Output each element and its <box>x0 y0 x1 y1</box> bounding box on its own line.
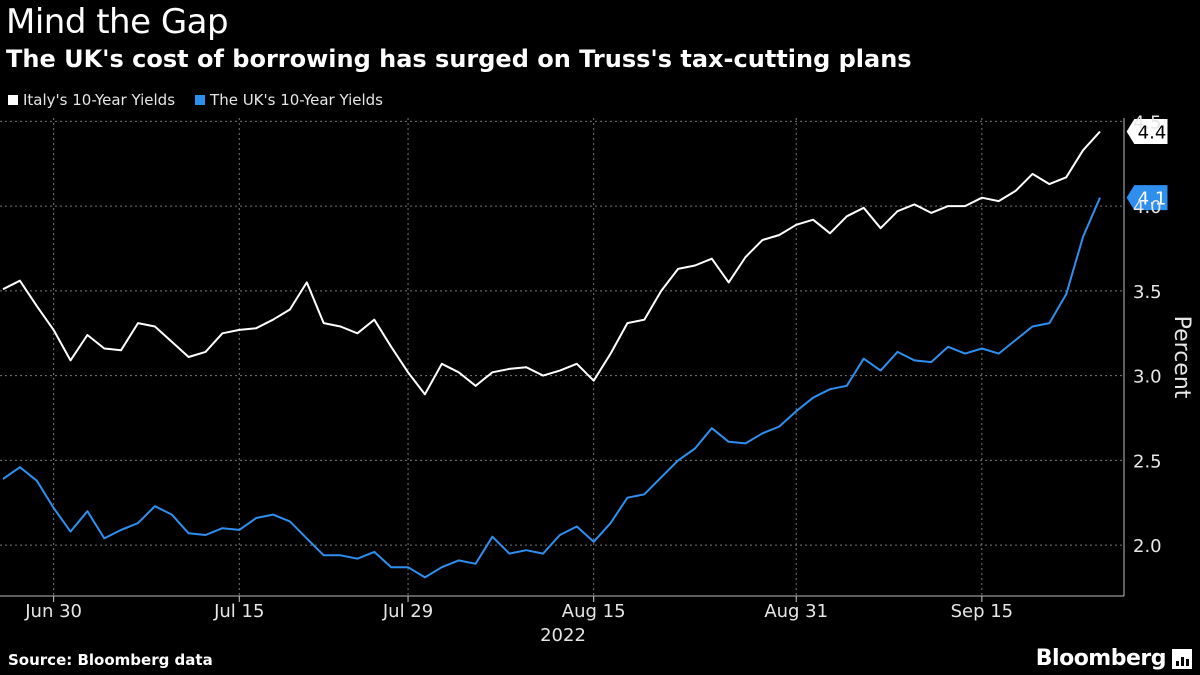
y-axis-title: Percent <box>1169 316 1194 399</box>
legend-swatch-italy <box>8 95 18 105</box>
series-line-uk <box>2 197 1101 579</box>
end-label-italy: 4.4 <box>1125 118 1169 146</box>
legend-swatch-uk <box>195 95 206 105</box>
series-line-italy <box>2 130 1101 396</box>
source-note: Source: Bloomberg data <box>8 651 213 669</box>
x-tick-label: Jun 30 <box>24 601 82 622</box>
y-tick-label: 3.5 <box>1133 282 1162 303</box>
y-tick-label: 2.0 <box>1133 536 1162 557</box>
legend-label-italy: Italy's 10-Year Yields <box>23 91 176 109</box>
grid-lines <box>0 118 1124 596</box>
end-label-text: 4.4 <box>1138 123 1167 144</box>
y-tick-label: 4.5 <box>1133 112 1162 133</box>
end-label-text: 4.1 <box>1138 189 1167 210</box>
series-layer: 4.4 4.1 <box>2 118 1169 579</box>
legend: Italy's 10-Year Yields The UK's 10-Year … <box>8 91 383 109</box>
x-year-label: 2022 <box>540 625 586 646</box>
tick-labels: 2.0 2.5 3.0 3.5 4.0 4.5 Jun 30 Jul 15 Jul 29 Aug … <box>24 112 1194 646</box>
chart-subtitle: The UK's cost of borrowing has surged on… <box>6 45 912 73</box>
x-tick-label: Aug 15 <box>562 601 626 622</box>
y-tick-label: 3.0 <box>1133 367 1162 388</box>
chart-title: Mind the Gap <box>6 2 229 42</box>
axes <box>0 118 1125 602</box>
end-label-uk: 4.1 <box>1125 184 1169 212</box>
end-label-box <box>1125 118 1169 146</box>
bar-chart-icon <box>1172 648 1192 669</box>
legend-item-italy: Italy's 10-Year Yields <box>8 91 175 109</box>
brand-text: Bloomberg <box>1035 646 1167 671</box>
x-tick-label: Sep 15 <box>951 601 1014 622</box>
x-tick-label: Jul 15 <box>213 601 264 622</box>
legend-label-uk: The UK's 10-Year Yields <box>210 91 383 109</box>
y-tick-label: 2.5 <box>1133 451 1162 472</box>
bloomberg-logo: Bloomberg <box>1036 646 1192 671</box>
end-label-box <box>1125 184 1169 212</box>
x-tick-label: Aug 31 <box>764 601 828 622</box>
legend-item-uk: The UK's 10-Year Yields <box>195 91 383 109</box>
y-tick-label: 4.0 <box>1133 197 1162 218</box>
x-tick-label: Jul 29 <box>382 601 433 622</box>
